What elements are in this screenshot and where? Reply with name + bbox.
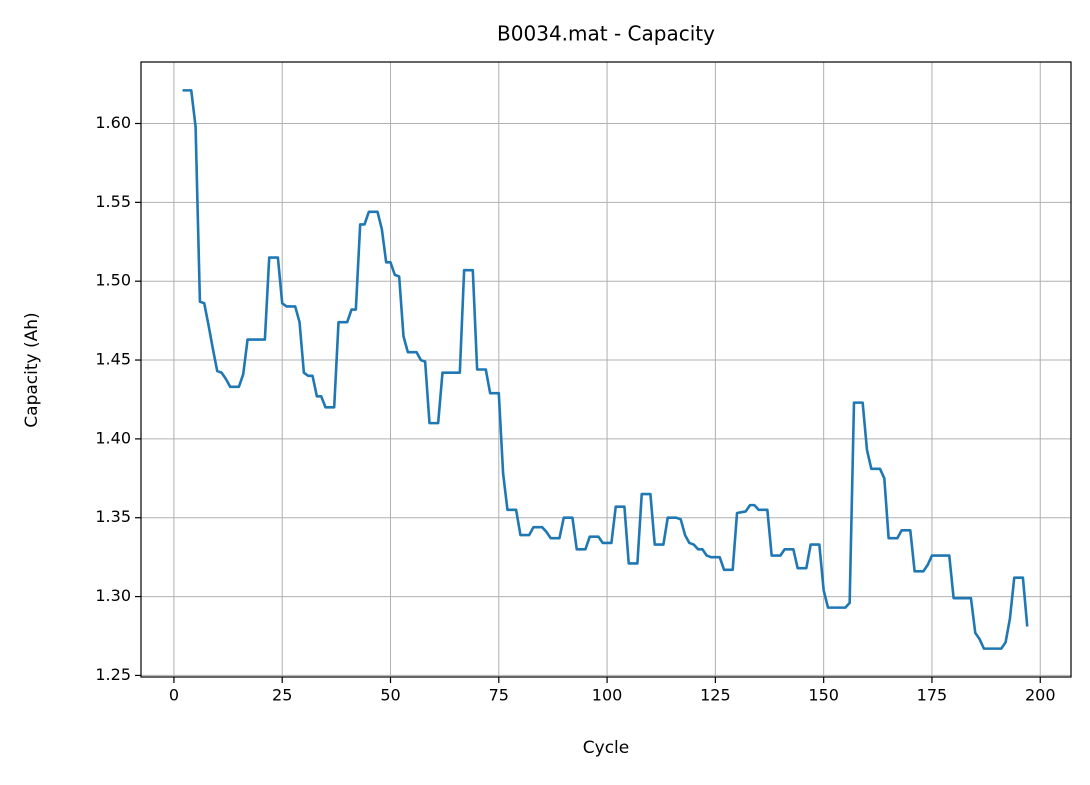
x-tick-label: 200	[1025, 686, 1056, 705]
y-tick-label: 1.30	[95, 586, 131, 605]
x-tick-label: 50	[380, 686, 400, 705]
plot-frame	[140, 61, 1072, 678]
y-tick-label: 1.60	[95, 113, 131, 132]
y-tick-label: 1.40	[95, 428, 131, 447]
x-axis-label: Cycle	[583, 738, 629, 758]
chart-title: B0034.mat - Capacity	[497, 22, 715, 46]
x-tick-label: 175	[917, 686, 948, 705]
x-tick-label: 100	[592, 686, 623, 705]
y-tick-label: 1.45	[95, 350, 131, 369]
y-tick-label: 1.55	[95, 192, 131, 211]
x-tick-label: 150	[808, 686, 839, 705]
data-line	[182, 89, 1029, 650]
y-axis-label: Capacity (Ah)	[22, 312, 42, 427]
x-tick-label: 125	[700, 686, 731, 705]
x-tick-label: 25	[272, 686, 292, 705]
x-tick-label: 75	[489, 686, 509, 705]
y-tick-label: 1.35	[95, 507, 131, 526]
y-tick-label: 1.25	[95, 665, 131, 684]
y-tick-label: 1.50	[95, 271, 131, 290]
x-tick-label: 0	[169, 686, 179, 705]
